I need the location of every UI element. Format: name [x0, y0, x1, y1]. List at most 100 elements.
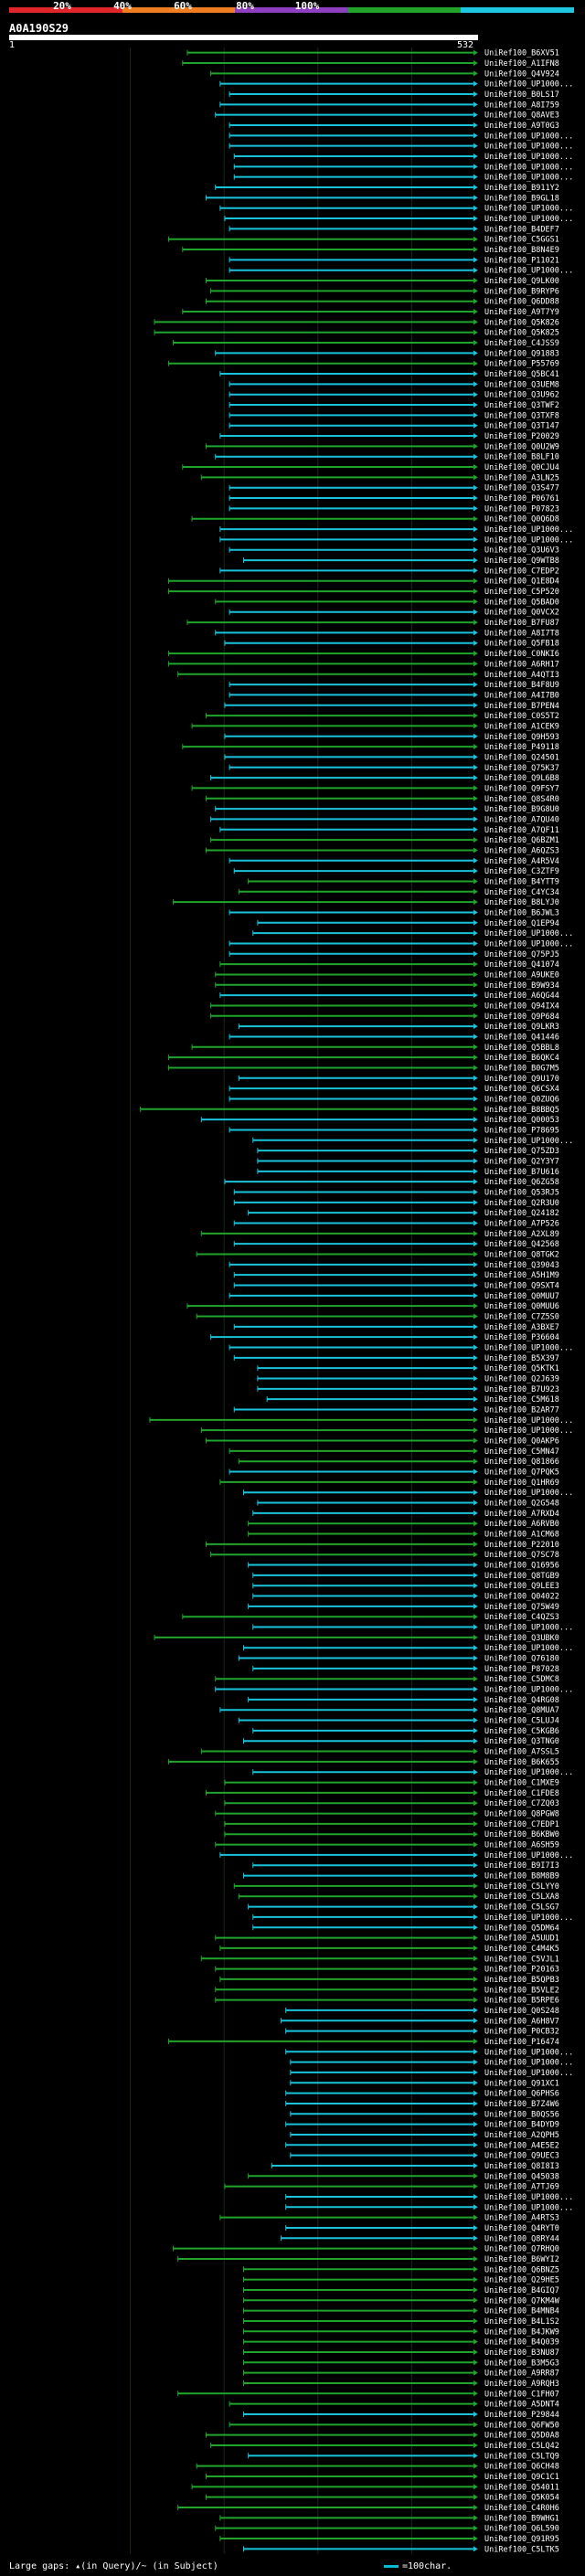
hit-label[interactable]: UniRef100_A6QG44: [484, 991, 559, 1001]
hit-label[interactable]: UniRef100_Q7SC78: [484, 1551, 559, 1560]
hit-label[interactable]: UniRef100_Q9UEC3: [484, 2152, 559, 2161]
hit-label[interactable]: UniRef100_P36604: [484, 1333, 559, 1342]
hit-label[interactable]: UniRef100_C5LXA8: [484, 1892, 559, 1902]
hit-label[interactable]: UniRef100_A7QF11: [484, 826, 559, 835]
hit-label[interactable]: UniRef100_Q29HE5: [484, 2276, 559, 2285]
hit-label[interactable]: UniRef100_Q53RJ5: [484, 1188, 559, 1197]
hit-label[interactable]: UniRef100_Q0Q6D8: [484, 515, 559, 525]
hit-label[interactable]: UniRef100_B9G8U0: [484, 805, 559, 814]
hit-label[interactable]: UniRef100_Q0CJU4: [484, 463, 559, 472]
hit-label[interactable]: UniRef100_Q5BC41: [484, 370, 559, 379]
hit-label[interactable]: UniRef100_B4MNB4: [484, 2307, 559, 2316]
hit-label[interactable]: UniRef100_UP1000...: [484, 153, 573, 162]
hit-label[interactable]: UniRef100_A1IFN8: [484, 59, 559, 69]
hit-label[interactable]: UniRef100_B911Y2: [484, 184, 559, 193]
hit-label[interactable]: UniRef100_B4YTT9: [484, 877, 559, 886]
hit-label[interactable]: UniRef100_UP1000...: [484, 525, 573, 535]
hit-label[interactable]: UniRef100_Q5BAD0: [484, 598, 559, 607]
hit-label[interactable]: UniRef100_A6RVB0: [484, 1520, 559, 1529]
hit-label[interactable]: UniRef100_Q6BNZ5: [484, 2265, 559, 2274]
hit-label[interactable]: UniRef100_Q9L6B8: [484, 774, 559, 783]
hit-label[interactable]: UniRef100_Q8PGW8: [484, 1810, 559, 1819]
hit-label[interactable]: UniRef100_B6K655: [484, 1758, 559, 1767]
hit-label[interactable]: UniRef100_C7EDP1: [484, 1820, 559, 1829]
hit-label[interactable]: UniRef100_B4L1S2: [484, 2317, 559, 2327]
hit-label[interactable]: UniRef100_Q5K826: [484, 318, 559, 327]
hit-label[interactable]: UniRef100_Q3S477: [484, 484, 559, 493]
hit-label[interactable]: UniRef100_Q9FSY7: [484, 784, 559, 793]
hit-label[interactable]: UniRef100_A7P526: [484, 1219, 559, 1228]
hit-label[interactable]: UniRef100_A9RR87: [484, 2369, 559, 2379]
hit-label[interactable]: UniRef100_Q1EP94: [484, 919, 559, 928]
hit-label[interactable]: UniRef100_Q7PQK5: [484, 1468, 559, 1478]
hit-label[interactable]: UniRef100_Q5DM64: [484, 1924, 559, 1933]
hit-label[interactable]: UniRef100_Q3UBK0: [484, 1634, 559, 1643]
hit-label[interactable]: UniRef100_Q5K054: [484, 2494, 559, 2503]
hit-label[interactable]: UniRef100_A6QZS3: [484, 846, 559, 855]
hit-label[interactable]: UniRef100_B9RYP6: [484, 287, 559, 296]
hit-label[interactable]: UniRef100_B6QKC4: [484, 1054, 559, 1063]
hit-label[interactable]: UniRef100_C7ZQ03: [484, 1799, 559, 1808]
hit-label[interactable]: UniRef100_A5DNT4: [484, 2401, 559, 2410]
hit-label[interactable]: UniRef100_Q7KM4W: [484, 2296, 560, 2306]
hit-label[interactable]: UniRef100_B9I7I3: [484, 1861, 559, 1871]
hit-label[interactable]: UniRef100_UP1000...: [484, 1768, 573, 1777]
hit-label[interactable]: UniRef100_UP1000...: [484, 143, 573, 152]
hit-label[interactable]: UniRef100_Q6PHS6: [484, 2090, 559, 2099]
hit-label[interactable]: UniRef100_UP1000...: [484, 1344, 573, 1353]
hit-label[interactable]: UniRef100_A3LN25: [484, 473, 559, 482]
hit-label[interactable]: UniRef100_C0S5T2: [484, 712, 559, 721]
hit-label[interactable]: UniRef100_C5VJL1: [484, 1955, 559, 1964]
hit-label[interactable]: UniRef100_Q75ZD3: [484, 1147, 559, 1156]
hit-label[interactable]: UniRef100_Q2J639: [484, 1375, 559, 1384]
hit-label[interactable]: UniRef100_B4DEF7: [484, 225, 559, 234]
hit-label[interactable]: UniRef100_B0G7M5: [484, 1064, 559, 1073]
hit-label[interactable]: UniRef100_B3M5G3: [484, 2359, 559, 2368]
hit-label[interactable]: UniRef100_A5H1M9: [484, 1271, 559, 1280]
hit-label[interactable]: UniRef100_A6SH59: [484, 1841, 559, 1850]
hit-label[interactable]: UniRef100_Q8TGB9: [484, 1572, 559, 1581]
hit-label[interactable]: UniRef100_Q24182: [484, 1209, 559, 1218]
hit-label[interactable]: UniRef100_Q75W49: [484, 1603, 559, 1612]
hit-label[interactable]: UniRef100_P78695: [484, 1126, 559, 1135]
hit-label[interactable]: UniRef100_C0NKI6: [484, 650, 559, 659]
hit-label[interactable]: UniRef100_Q9SXT4: [484, 1281, 559, 1290]
hit-label[interactable]: UniRef100_A7RXD4: [484, 1510, 559, 1519]
hit-label[interactable]: UniRef100_Q94IX4: [484, 1002, 559, 1011]
hit-label[interactable]: UniRef100_Q39043: [484, 1261, 559, 1270]
hit-label[interactable]: UniRef100_B9W934: [484, 981, 559, 991]
hit-label[interactable]: UniRef100_A4I7B0: [484, 691, 559, 700]
hit-label[interactable]: UniRef100_C4R0H6: [484, 2504, 559, 2513]
hit-label[interactable]: UniRef100_P11021: [484, 256, 559, 265]
hit-label[interactable]: UniRef100_P87028: [484, 1665, 559, 1674]
hit-label[interactable]: UniRef100_B7U923: [484, 1385, 559, 1394]
hit-label[interactable]: UniRef100_Q8MUA7: [484, 1706, 559, 1715]
hit-label[interactable]: UniRef100_Q16956: [484, 1562, 559, 1571]
hit-label[interactable]: UniRef100_Q5BBL8: [484, 1044, 559, 1053]
hit-label[interactable]: UniRef100_B4JKW9: [484, 2327, 559, 2337]
hit-label[interactable]: UniRef100_Q3T147: [484, 422, 559, 431]
hit-label[interactable]: UniRef100_UP1000...: [484, 535, 573, 545]
hit-label[interactable]: UniRef100_Q0MUU7: [484, 1292, 559, 1301]
hit-label[interactable]: UniRef100_C4QZS3: [484, 1613, 559, 1622]
hit-label[interactable]: UniRef100_B7U616: [484, 1168, 559, 1177]
hit-label[interactable]: UniRef100_A8I7T8: [484, 629, 559, 638]
hit-label[interactable]: UniRef100_C5LTK5: [484, 2545, 559, 2554]
hit-label[interactable]: UniRef100_P16474: [484, 2038, 559, 2047]
hit-label[interactable]: UniRef100_A2XL89: [484, 1230, 559, 1239]
hit-label[interactable]: UniRef100_B8N4E9: [484, 246, 559, 255]
hit-label[interactable]: UniRef100_B5QPB3: [484, 1976, 559, 1985]
hit-label[interactable]: UniRef100_C5P520: [484, 588, 559, 597]
hit-label[interactable]: UniRef100_B8M8B9: [484, 1872, 559, 1882]
hit-label[interactable]: UniRef100_Q8S4R0: [484, 795, 559, 804]
hit-label[interactable]: UniRef100_Q81866: [484, 1458, 559, 1467]
hit-label[interactable]: UniRef100_Q6DD88: [484, 298, 559, 307]
hit-label[interactable]: UniRef100_B7PEN4: [484, 702, 559, 711]
hit-label[interactable]: UniRef100_B5VLE2: [484, 1986, 559, 1995]
hit-label[interactable]: UniRef100_UP1000...: [484, 163, 573, 172]
hit-label[interactable]: UniRef100_Q5D0A8: [484, 2432, 559, 2441]
hit-label[interactable]: UniRef100_A7QU40: [484, 815, 559, 824]
hit-label[interactable]: UniRef100_C5LSG7: [484, 1903, 559, 1913]
hit-label[interactable]: UniRef100_C1MXE9: [484, 1779, 559, 1788]
hit-label[interactable]: UniRef100_UP1000...: [484, 267, 573, 276]
